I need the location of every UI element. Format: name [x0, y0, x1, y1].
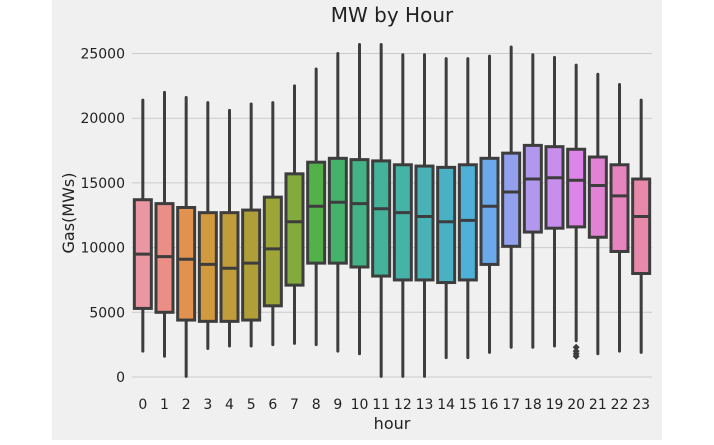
box-iqr	[501, 151, 522, 248]
x-tick-label: 23	[632, 397, 650, 413]
box-iqr	[306, 160, 327, 265]
outlier-point	[572, 343, 580, 351]
box-hour-20	[566, 63, 587, 360]
x-tick-label: 19	[546, 397, 564, 413]
x-tick-label: 4	[225, 397, 234, 413]
y-tick-label: 0	[116, 370, 125, 386]
box-hour-21	[587, 72, 608, 356]
box-hour-1	[154, 90, 175, 358]
box-hour-13	[414, 53, 435, 378]
box-iqr	[566, 147, 587, 229]
x-tick-label: 9	[333, 397, 342, 413]
box-hour-5	[241, 102, 262, 348]
y-tick-label: 10000	[80, 241, 125, 257]
box-hour-9	[327, 52, 348, 353]
box-hour-2	[176, 95, 197, 378]
x-tick-label: 1	[160, 397, 169, 413]
box-hour-6	[262, 101, 283, 347]
x-tick-label: 22	[611, 397, 629, 413]
box-iqr	[262, 195, 283, 308]
box-iqr	[241, 208, 262, 322]
x-tick-label: 12	[394, 397, 412, 413]
box-iqr	[544, 145, 565, 230]
x-tick-label: 3	[203, 397, 212, 413]
box-iqr	[176, 205, 197, 322]
box-iqr	[631, 177, 652, 275]
box-iqr	[349, 158, 370, 269]
x-tick-label: 10	[351, 397, 369, 413]
x-tick-label: 5	[247, 397, 256, 413]
x-tick-label: 7	[290, 397, 299, 413]
box-iqr	[436, 165, 457, 285]
x-tick-label: 2	[182, 397, 191, 413]
x-tick-label: 20	[567, 397, 585, 413]
box-iqr	[587, 155, 608, 239]
box-hour-15	[457, 57, 478, 360]
box-hour-10	[349, 42, 370, 356]
y-tick-label: 5000	[89, 305, 125, 321]
x-tick-labels: 0 1 2 3 4 5 6 7 8 9 10 11 12 13 14 15 16 17 18 19 20 21 22 23	[138, 397, 650, 413]
box-hour-3	[197, 101, 218, 351]
box-hour-23	[631, 98, 652, 354]
box-hour-4	[219, 108, 240, 348]
box-hour-7	[284, 84, 305, 345]
y-tick-label: 25000	[80, 47, 125, 63]
x-tick-label: 18	[524, 397, 542, 413]
x-tick-label: 21	[589, 397, 607, 413]
x-tick-label: 14	[437, 397, 455, 413]
y-tick-labels: 0 5000 10000 15000 20000 25000	[80, 47, 125, 387]
box-hour-19	[544, 55, 565, 348]
box-iqr	[414, 164, 435, 282]
box-iqr	[327, 156, 348, 265]
x-tick-label: 13	[416, 397, 434, 413]
y-tick-label: 15000	[80, 176, 125, 192]
box-hour-14	[436, 57, 457, 360]
x-axis-label: hour	[374, 414, 411, 433]
box-iqr	[197, 211, 218, 323]
box-iqr	[457, 163, 478, 282]
gridlines	[132, 53, 652, 378]
x-tick-label: 15	[459, 397, 477, 413]
box-hour-11	[371, 42, 392, 378]
outlier-point	[572, 352, 580, 360]
chart-title: MW by Hour	[331, 3, 454, 27]
y-axis-label: Gas(MWs)	[59, 173, 78, 254]
box-hour-17	[501, 45, 522, 349]
box-iqr	[392, 163, 413, 282]
x-tick-label: 0	[138, 397, 147, 413]
box-hour-22	[609, 83, 630, 353]
box-iqr	[522, 143, 543, 234]
box-hour-0	[132, 98, 153, 353]
x-tick-label: 11	[372, 397, 390, 413]
x-tick-label: 16	[481, 397, 499, 413]
x-tick-label: 17	[502, 397, 520, 413]
x-tick-label: 6	[268, 397, 277, 413]
x-tick-label: 8	[312, 397, 321, 413]
box-hour-16	[479, 54, 500, 354]
box-iqr	[371, 159, 392, 278]
box-hour-18	[522, 53, 543, 349]
box-hour-12	[392, 53, 413, 378]
box-iqr	[479, 156, 500, 266]
box-hour-8	[306, 67, 327, 347]
y-tick-label: 20000	[80, 111, 125, 127]
box-iqr	[284, 172, 305, 287]
boxes	[132, 42, 652, 378]
box-iqr	[609, 163, 630, 253]
